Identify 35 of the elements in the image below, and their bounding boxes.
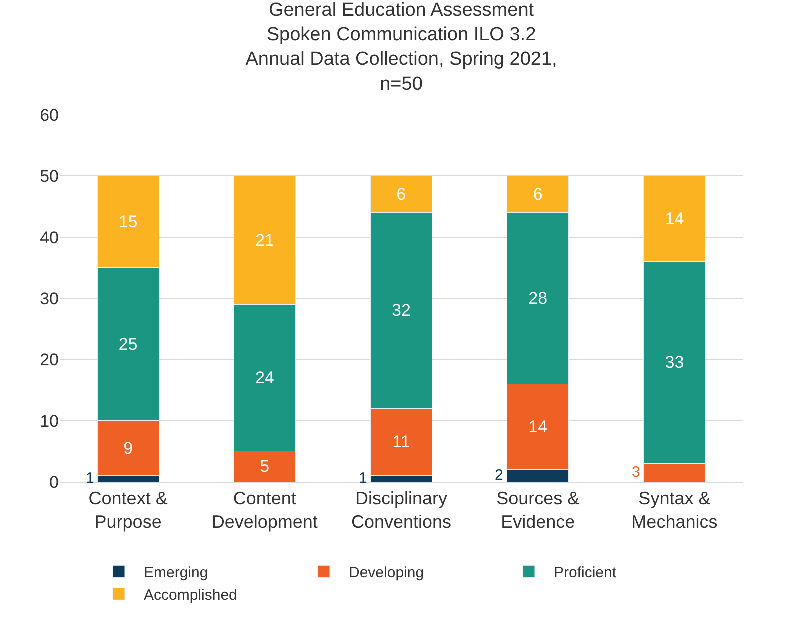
legend-label: Proficient xyxy=(554,564,618,582)
y-tick-label: 60 xyxy=(40,106,59,125)
legend-label: Emerging xyxy=(144,564,208,582)
data-label: 33 xyxy=(665,353,684,372)
data-label: 1 xyxy=(86,470,94,487)
data-label: 9 xyxy=(124,438,134,458)
data-label: 6 xyxy=(533,185,543,204)
data-label: 1 xyxy=(359,470,368,487)
data-label: 28 xyxy=(528,289,548,308)
data-label: 32 xyxy=(392,301,411,320)
legend-label: Accomplished xyxy=(144,587,238,604)
data-label: 14 xyxy=(528,417,548,436)
y-tick-label: 50 xyxy=(40,167,59,186)
data-label: 24 xyxy=(255,368,274,388)
x-tick-label: Disciplinary Conventions xyxy=(351,488,452,532)
data-label: 2 xyxy=(495,467,504,484)
x-tick-label: Syntax & Mechanics xyxy=(632,488,718,532)
legend-label: Developing xyxy=(349,564,424,582)
y-tick-label: 20 xyxy=(40,350,59,370)
y-tick-label: 0 xyxy=(50,472,59,492)
x-tick-label: Context & Purpose xyxy=(88,488,168,532)
data-label: 25 xyxy=(118,334,138,354)
data-label: 5 xyxy=(260,457,270,476)
data-label: 3 xyxy=(632,464,640,481)
data-label: 21 xyxy=(255,230,274,250)
data-label: 6 xyxy=(396,185,406,204)
data-label: 15 xyxy=(118,212,138,232)
y-tick-label: 40 xyxy=(40,228,59,248)
chart-title: General Education Assessment Spoken Communication ILO 3.2 Annual Data Collection, Spring 2021, n=50 xyxy=(246,0,558,95)
x-tick-label: Sources & Evidence xyxy=(496,488,580,532)
data-label: 11 xyxy=(392,432,410,452)
y-tick-label: 10 xyxy=(40,412,59,431)
x-tick-label: Content Development xyxy=(212,488,318,532)
y-tick-label: 30 xyxy=(40,289,59,308)
data-label: 14 xyxy=(665,209,684,228)
